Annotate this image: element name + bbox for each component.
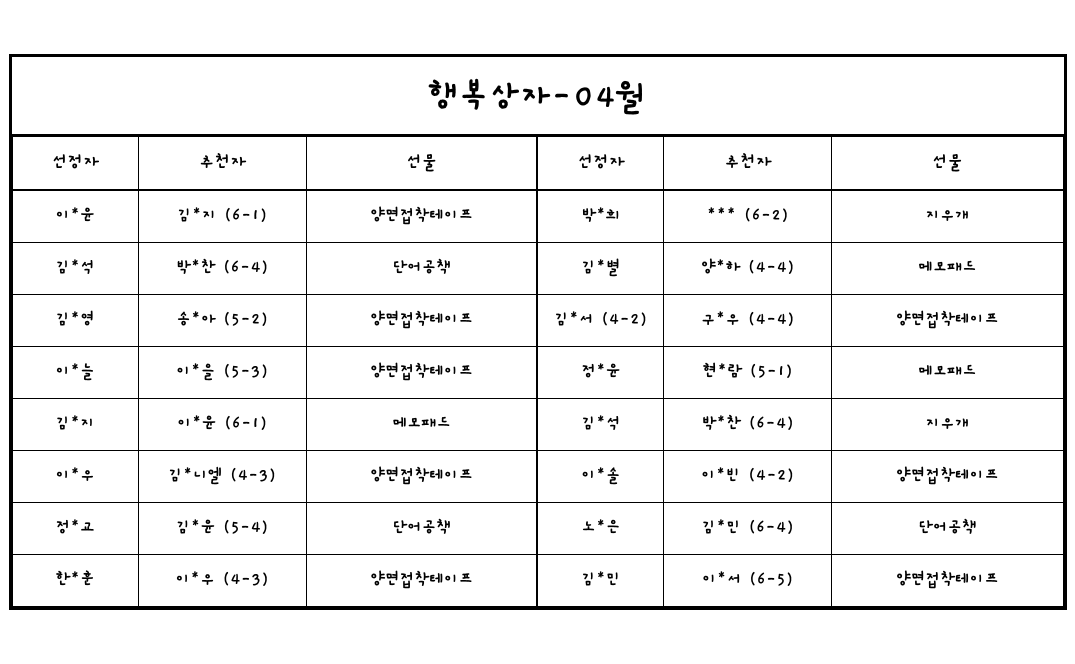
table-cell: 이*을 (5-3) (138, 347, 306, 399)
table-cell: 김*별 (537, 243, 663, 295)
table-cell: 김*윤 (5-4) (138, 503, 306, 555)
col-header-recommender-1: 추천자 (138, 137, 306, 191)
table-cell: 이*우 (4-3) (138, 555, 306, 607)
table-body: 이*윤김*지 (6-1)양면접착테이프박*희*** (6-2)지우개김*석박*찬… (12, 190, 1063, 607)
table-cell: 이*윤 (12, 190, 138, 243)
table-cell: 이*늘 (12, 347, 138, 399)
table-row: 이*늘이*을 (5-3)양면접착테이프정*윤현*람 (5-1)메모패드 (12, 347, 1063, 399)
table-cell: 정*교 (12, 503, 138, 555)
table-row: 한*훈이*우 (4-3)양면접착테이프김*민이*서 (6-5)양면접착테이프 (12, 555, 1063, 607)
table-cell: 구*우 (4-4) (664, 295, 832, 347)
table-cell: 단어공책 (306, 503, 537, 555)
table-cell: 양면접착테이프 (306, 555, 537, 607)
col-header-selected-2: 선정자 (537, 137, 663, 191)
table-cell: 노*은 (537, 503, 663, 555)
table-cell: 박*찬 (6-4) (664, 399, 832, 451)
table-row: 정*교김*윤 (5-4)단어공책노*은김*민 (6-4)단어공책 (12, 503, 1063, 555)
table-cell: 양면접착테이프 (832, 555, 1063, 607)
table-cell: 양면접착테이프 (306, 451, 537, 503)
col-header-recommender-2: 추천자 (664, 137, 832, 191)
col-header-gift-2: 선물 (832, 137, 1063, 191)
table-cell: 단어공책 (306, 243, 537, 295)
table-cell: 현*람 (5-1) (664, 347, 832, 399)
table-cell: 김*영 (12, 295, 138, 347)
table-cell: 양면접착테이프 (306, 347, 537, 399)
table-cell: 이*솔 (537, 451, 663, 503)
table-cell: 송*아 (5-2) (138, 295, 306, 347)
table-cell: 김*지 (12, 399, 138, 451)
table-cell: 양면접착테이프 (306, 295, 537, 347)
table-cell: 양면접착테이프 (832, 295, 1063, 347)
table-cell: 김*석 (12, 243, 138, 295)
header-row: 선정자 추천자 선물 선정자 추천자 선물 (12, 137, 1063, 191)
table-cell: 지우개 (832, 399, 1063, 451)
table-cell: *** (6-2) (664, 190, 832, 243)
table-cell: 박*찬 (6-4) (138, 243, 306, 295)
data-table: 선정자 추천자 선물 선정자 추천자 선물 이*윤김*지 (6-1)양면접착테이… (12, 136, 1064, 607)
table-cell: 메모패드 (306, 399, 537, 451)
table-container: 행복상자-04월 선정자 추천자 선물 선정자 추천자 선물 이*윤김*지 (6… (9, 54, 1067, 610)
table-cell: 한*훈 (12, 555, 138, 607)
table-cell: 메모패드 (832, 243, 1063, 295)
table-cell: 이*우 (12, 451, 138, 503)
table-cell: 양면접착테이프 (832, 451, 1063, 503)
table-cell: 이*빈 (4-2) (664, 451, 832, 503)
col-header-selected-1: 선정자 (12, 137, 138, 191)
table-cell: 김*민 (6-4) (664, 503, 832, 555)
table-cell: 이*서 (6-5) (664, 555, 832, 607)
table-cell: 양면접착테이프 (306, 190, 537, 243)
table-cell: 박*희 (537, 190, 663, 243)
table-row: 김*지이*윤 (6-1)메모패드김*석박*찬 (6-4)지우개 (12, 399, 1063, 451)
table-cell: 양*하 (4-4) (664, 243, 832, 295)
table-row: 김*석박*찬 (6-4)단어공책김*별양*하 (4-4)메모패드 (12, 243, 1063, 295)
table-cell: 메모패드 (832, 347, 1063, 399)
table-row: 이*윤김*지 (6-1)양면접착테이프박*희*** (6-2)지우개 (12, 190, 1063, 243)
table-cell: 단어공책 (832, 503, 1063, 555)
table-cell: 이*윤 (6-1) (138, 399, 306, 451)
table-cell: 김*서 (4-2) (537, 295, 663, 347)
table-cell: 김*석 (537, 399, 663, 451)
table-cell: 김*니엘 (4-3) (138, 451, 306, 503)
table-cell: 지우개 (832, 190, 1063, 243)
col-header-gift-1: 선물 (306, 137, 537, 191)
table-row: 김*영송*아 (5-2)양면접착테이프김*서 (4-2)구*우 (4-4)양면접… (12, 295, 1063, 347)
table-cell: 김*지 (6-1) (138, 190, 306, 243)
title-row: 행복상자-04월 (12, 57, 1064, 136)
table-cell: 정*윤 (537, 347, 663, 399)
page-title: 행복상자-04월 (12, 75, 1064, 120)
table-cell: 김*민 (537, 555, 663, 607)
table-row: 이*우김*니엘 (4-3)양면접착테이프이*솔이*빈 (4-2)양면접착테이프 (12, 451, 1063, 503)
